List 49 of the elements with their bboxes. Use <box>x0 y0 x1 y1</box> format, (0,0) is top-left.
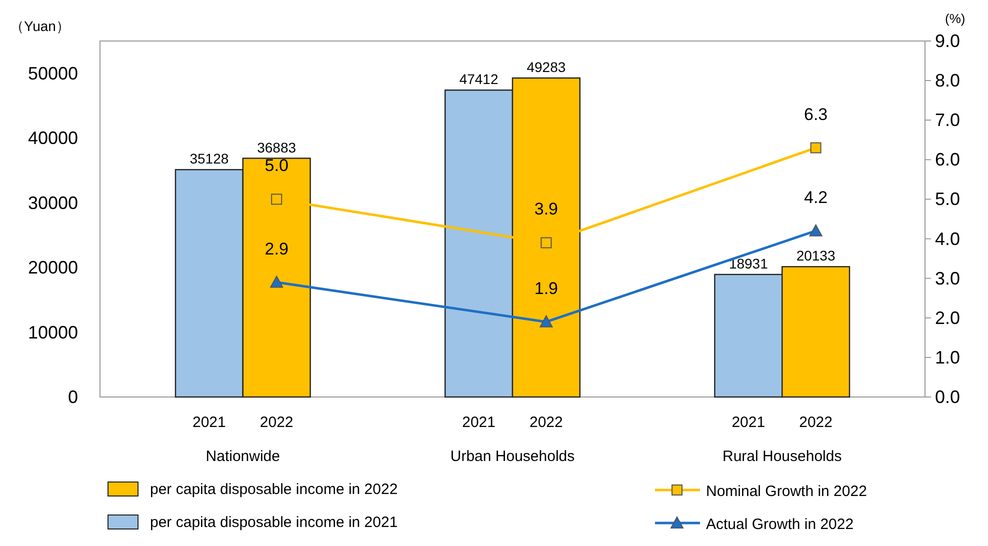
data-label: 18931 <box>728 255 768 272</box>
data-label: 1.9 <box>534 278 558 298</box>
y2-tick-label: 4.0 <box>935 228 960 249</box>
data-label: 47412 <box>459 71 498 88</box>
x-tick-label: Rural Households <box>722 448 842 465</box>
data-label: 36883 <box>257 139 296 156</box>
legend-label: Actual Growth in 2022 <box>706 516 854 533</box>
point <box>540 315 553 328</box>
data-label: 49283 <box>526 59 566 76</box>
y-tick-label: 0 <box>68 387 78 407</box>
text: 2021 <box>192 414 226 431</box>
y2-tick-label: 0.0 <box>935 387 960 407</box>
data-label: 2.9 <box>264 239 288 258</box>
x-tick-label: Nationwide <box>206 448 280 465</box>
y2-tick-label: 1.0 <box>935 347 960 368</box>
text: 2022 <box>260 414 294 431</box>
y2-axis-title: (%) <box>945 11 966 26</box>
y-tick-label: 30000 <box>28 192 78 213</box>
y2-tick-label: 6.0 <box>935 150 960 170</box>
point <box>271 194 282 205</box>
legend-label: Nominal Growth in 2022 <box>706 483 867 500</box>
y2-tick-label: 7.0 <box>935 110 960 130</box>
y2-tick-label: 3.0 <box>935 268 960 288</box>
y-tick-label: 10000 <box>28 322 78 342</box>
point <box>810 142 822 154</box>
x-tick-label: Urban Households <box>450 448 575 465</box>
data-label: 5.0 <box>264 156 288 176</box>
data-label: 4.2 <box>804 188 828 207</box>
point <box>270 276 284 288</box>
text: 2021 <box>732 414 766 431</box>
data-label: 20133 <box>796 248 836 264</box>
data-label: 35128 <box>190 150 229 167</box>
y2-tick-label: 2.0 <box>935 308 960 328</box>
point <box>540 237 552 248</box>
point <box>809 224 822 236</box>
text: 2021 <box>462 414 496 431</box>
y-tick-label: 20000 <box>28 258 78 278</box>
y2-tick-label: 8.0 <box>935 70 960 91</box>
y2-tick-label: 5.0 <box>935 189 960 210</box>
data-label: 3.9 <box>534 200 558 219</box>
legend-label: per capita disposable income in 2022 <box>150 481 398 498</box>
text: 2022 <box>530 414 563 431</box>
text: 2022 <box>799 414 832 431</box>
y-axis-title: （Yuan） <box>10 18 70 34</box>
data-label: 6.3 <box>804 104 828 124</box>
y2-tick-label: 9.0 <box>935 31 960 51</box>
legend-label: per capita disposable income in 2021 <box>150 514 398 531</box>
y-tick-label: 50000 <box>28 63 78 84</box>
y-tick-label: 40000 <box>28 128 78 148</box>
